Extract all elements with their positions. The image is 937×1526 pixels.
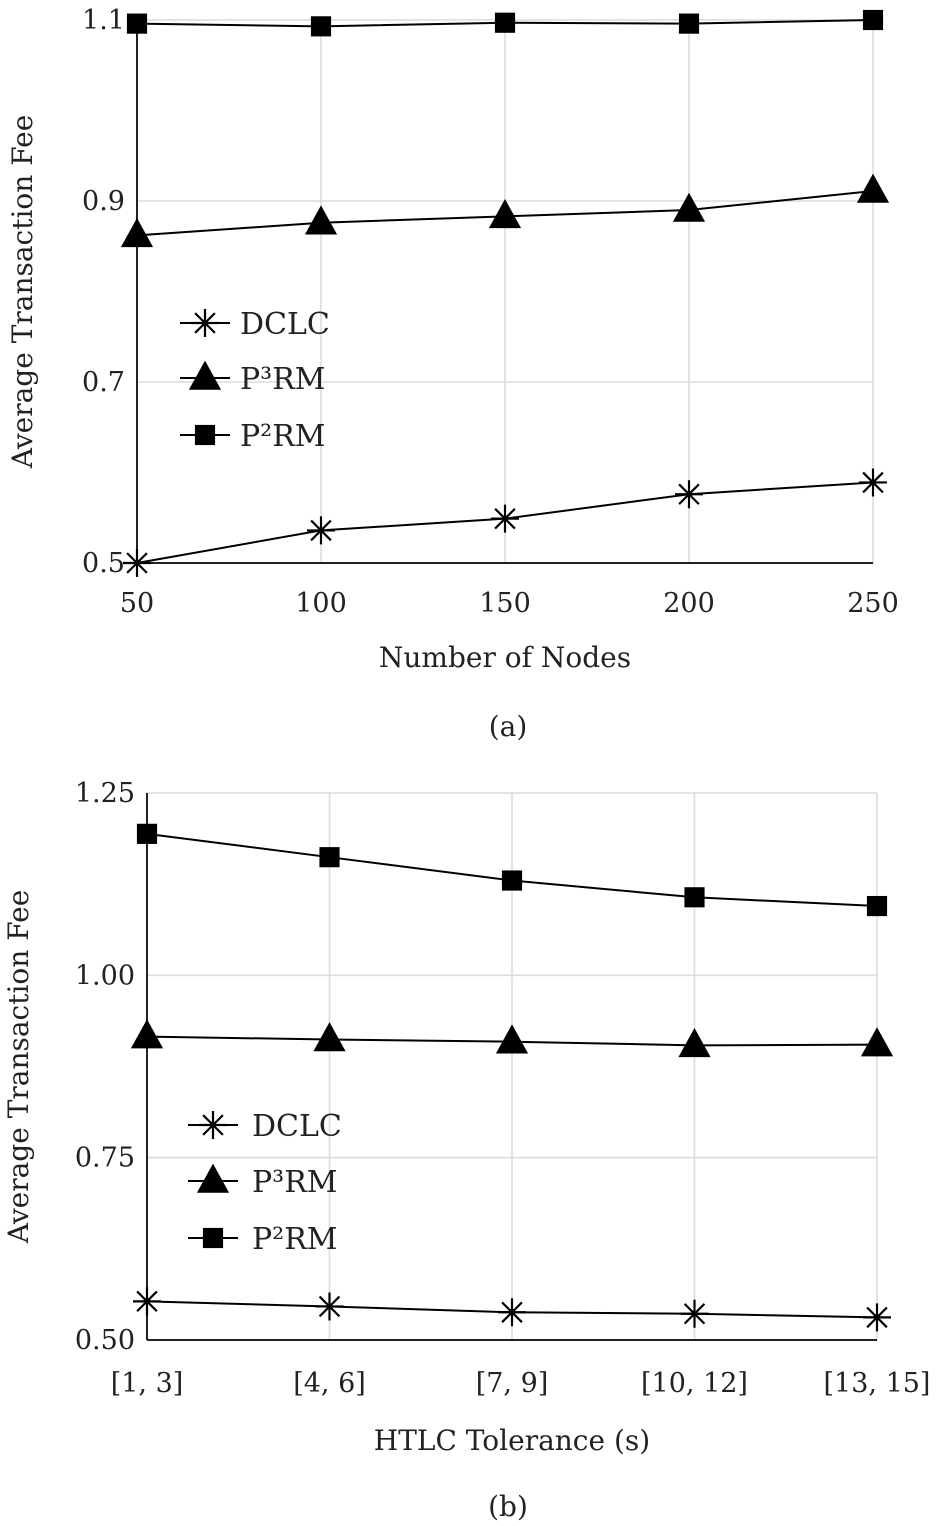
x-tick-label: 150 [479,588,531,619]
panel-caption: (a) [489,710,528,743]
legend-item: P²RM [180,419,326,454]
y-tick-label: 0.7 [82,367,125,398]
data-point [678,1027,711,1058]
data-point [123,549,151,577]
grid [136,19,874,564]
legend-marker [202,1227,224,1249]
data-point [319,847,340,868]
legend-marker [191,309,219,337]
data-point [678,13,700,34]
series-dclc [133,1287,891,1332]
legend-item: P²RM [188,1222,338,1257]
series-dclc [123,468,887,577]
series-p2rm [126,9,884,37]
data-point [136,823,158,844]
series-p2rm [136,823,888,917]
data-point [488,199,522,229]
data-point [675,480,703,509]
panel-a-line-chart: 50 100 150 200 250 0.5 0.7 0.9 1.1 Number of Node… [6,5,899,743]
y-tick-label: 1.25 [75,778,135,809]
legend-label: P³RM [240,362,326,397]
legend-item: DCLC [180,307,330,342]
legend-marker [188,360,222,390]
data-point [491,504,519,533]
data-point [126,13,148,34]
legend-marker [196,1163,230,1193]
data-point [120,218,154,248]
y-tick-label: 0.50 [75,1325,135,1356]
legend: DCLC P³RM P²RM [188,1109,342,1257]
data-point [862,9,884,31]
x-axis-label: Number of Nodes [379,641,631,674]
y-axis-label: Average Transaction Fee [2,890,35,1245]
data-point [310,16,332,37]
y-tick-label: 1.1 [82,5,125,36]
data-point [307,516,335,545]
data-point [680,1299,709,1328]
data-point [494,12,516,33]
x-tick-label: [1, 3] [111,1368,184,1399]
data-point [863,1303,891,1332]
x-tick-label: 250 [847,588,899,619]
data-point [866,895,888,917]
legend: DCLC P³RM P²RM [180,307,330,454]
legend-item: DCLC [188,1109,342,1144]
data-point [684,887,705,908]
legend-label: P³RM [252,1165,338,1200]
y-tick-label: 0.5 [82,548,125,579]
data-point [860,1027,894,1057]
series-p3rm [120,173,890,248]
x-tick-label: 100 [295,588,347,619]
panel-b-line-chart: [1, 3] [4, 6] [7, 9] [10, 12] [13, 15] 0.50 0.… [2,778,930,1523]
legend-marker [199,1111,227,1139]
x-tick-label: 50 [120,588,154,619]
x-tick-label: [10, 12] [641,1368,748,1399]
legend-label: P²RM [252,1222,338,1257]
y-tick-label: 0.75 [75,1143,135,1174]
y-axis-label: Average Transaction Fee [6,115,39,470]
legend-item: P³RM [180,360,326,397]
series-p3rm [130,1019,894,1058]
y-tick-label: 0.9 [82,186,125,217]
y-tick-label: 1.00 [75,960,135,991]
data-point [304,205,338,235]
data-point [133,1287,161,1316]
data-point [315,1292,344,1321]
x-tick-label: [4, 6] [293,1368,366,1399]
x-axis-label: HTLC Tolerance (s) [374,1424,650,1457]
data-point [498,1298,526,1327]
legend-label: DCLC [240,307,330,342]
data-point [859,468,887,497]
x-tick-label: [7, 9] [476,1368,549,1399]
data-point [501,870,523,891]
data-point [856,173,890,203]
legend-label: P²RM [240,419,326,454]
data-point [495,1024,529,1054]
x-tick-label: [13, 15] [824,1368,931,1399]
legend-item: P³RM [188,1163,338,1200]
legend-marker [194,424,216,446]
legend-label: DCLC [252,1109,342,1144]
x-tick-label: 200 [663,588,715,619]
data-point [672,192,706,222]
data-point [313,1022,346,1052]
data-point [130,1019,164,1049]
panel-caption: (b) [488,1490,528,1523]
